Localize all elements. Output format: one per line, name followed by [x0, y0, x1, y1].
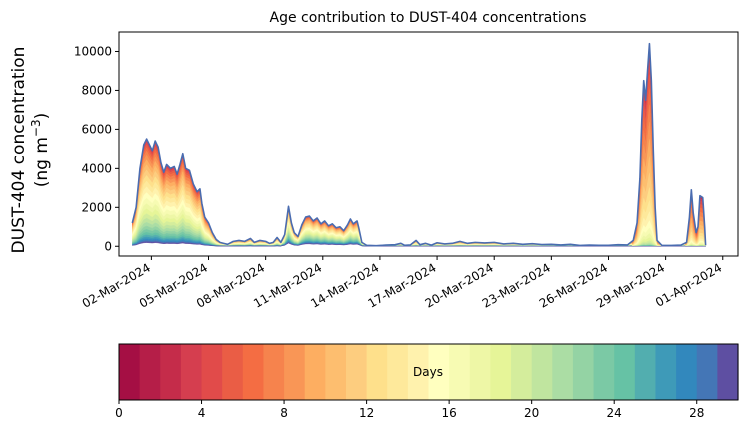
colorbar-swatch: [676, 344, 698, 400]
age-band-3-days: [132, 53, 706, 246]
age-band-2-days: [132, 47, 706, 246]
colorbar-ticks: 0 4 8 12 16 20 24 28: [115, 400, 704, 420]
colorbar-swatch: [284, 344, 306, 400]
age-band-8-days: [132, 121, 706, 247]
colorbar-frame: [118, 343, 739, 401]
plot-area: [132, 43, 706, 247]
colorbar-swatch: [449, 344, 471, 400]
y-tick-label: 10000: [74, 44, 112, 58]
y-axis-label-line2: (ng m−3): [29, 113, 52, 188]
age-band-6-days: [132, 88, 706, 246]
age-band-17-days: [132, 203, 706, 247]
y-tick-label: 6000: [81, 122, 112, 136]
y-axis-label-line1: DUST-404 concentration: [9, 47, 29, 254]
colorbar-swatch: [614, 344, 636, 400]
colorbar-swatch: [160, 344, 182, 400]
age-band-9-days: [132, 139, 706, 247]
y-axis-label: DUST-404 concentration (ng m−3): [9, 47, 52, 254]
colorbar-tick-label: 24: [607, 406, 622, 420]
age-band-5-days: [132, 74, 706, 246]
colorbar-swatch: [634, 344, 657, 400]
age-band-4-days: [132, 62, 706, 246]
colorbar-swatch: [180, 344, 203, 400]
age-band-29-days: [132, 241, 706, 247]
colorbar-tick-label: 12: [359, 406, 374, 420]
total-line-layer: [131, 42, 707, 247]
age-band-16-days: [132, 197, 706, 247]
y-axis-unit-base: (ng m: [32, 137, 52, 187]
age-band-11-days: [132, 169, 706, 247]
age-band-12-days: [132, 175, 706, 247]
chart-title: Age contribution to DUST-404 concentrati…: [270, 10, 587, 26]
colorbar-swatch: [490, 344, 512, 400]
age-band-13-days: [132, 180, 706, 247]
colorbar-swatch: [366, 344, 388, 400]
colorbar-swatch: [511, 344, 533, 400]
x-axis: 02-Mar-202405-Mar-202408-Mar-202411-Mar-…: [80, 256, 724, 311]
age-band-15-days: [132, 192, 706, 247]
colorbar-tick-label: 4: [198, 406, 206, 420]
age-band-1-days: [132, 44, 706, 246]
colorbar-swatch: [469, 344, 491, 400]
colorbar-swatch: [263, 344, 285, 400]
colorbar-swatch: [717, 344, 739, 400]
age-band-0-days: [132, 43, 706, 246]
colorbar-swatch: [428, 344, 450, 400]
colorbar-swatch: [531, 344, 553, 400]
colorbar-swatch: [655, 344, 677, 400]
total-concentration-line: [131, 42, 707, 247]
age-band-14-days: [132, 186, 706, 247]
colorbar-swatch: [201, 344, 223, 400]
colorbar-swatch: [325, 344, 347, 400]
colorbar-swatch: [119, 344, 141, 400]
y-tick-label: 2000: [81, 200, 112, 214]
age-band-7-days: [132, 104, 706, 246]
age-band-10-days: [132, 156, 706, 247]
colorbar-swatch: [304, 344, 326, 400]
colorbar-tick-label: 28: [689, 406, 704, 420]
colorbar-swatch: [696, 344, 718, 400]
colorbar-tick-label: 16: [441, 406, 456, 420]
plot-frame: [118, 31, 739, 257]
y-axis: 0 2000 4000 6000 8000 10000: [74, 44, 119, 253]
colorbar-swatch: [222, 344, 244, 400]
y-tick-label: 8000: [81, 83, 112, 97]
y-tick-label: 4000: [81, 161, 112, 175]
colorbar-swatch: [242, 344, 265, 400]
colorbar: [119, 344, 739, 400]
colorbar-swatch: [572, 344, 595, 400]
colorbar-tick-label: 20: [524, 406, 539, 420]
colorbar-swatch: [407, 344, 430, 400]
y-tick-label: 0: [104, 239, 112, 253]
colorbar-swatch: [552, 344, 574, 400]
colorbar-swatch: [593, 344, 615, 400]
colorbar-swatch: [345, 344, 368, 400]
y-axis-unit-exponent: −3: [29, 119, 43, 137]
colorbar-tick-label: 0: [115, 406, 123, 420]
colorbar-tick-label: 8: [280, 406, 288, 420]
colorbar-label: Days: [413, 365, 443, 379]
y-axis-unit-close: ): [32, 113, 52, 120]
colorbar-swatch: [387, 344, 409, 400]
colorbar-swatch: [139, 344, 161, 400]
